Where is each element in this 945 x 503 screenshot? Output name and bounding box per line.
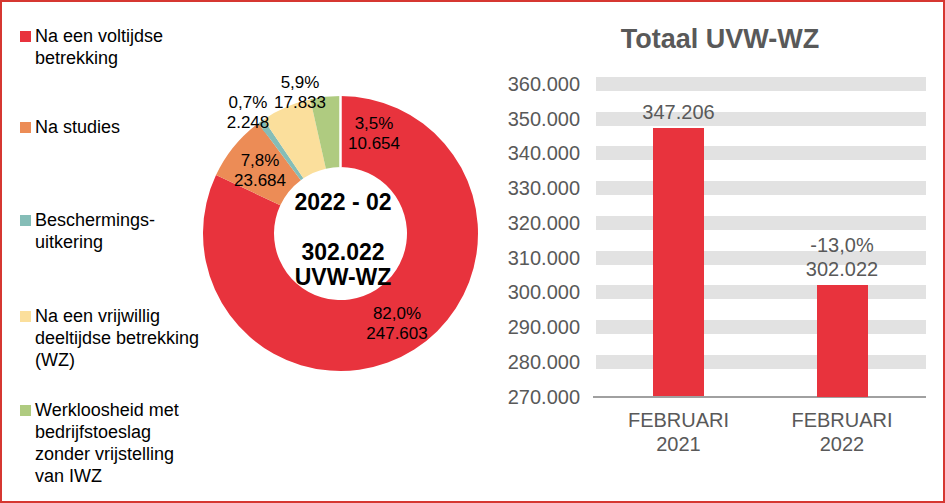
- slice-label-5: 3,5% 10.654: [348, 114, 400, 154]
- bar-value-label-1: 347.206: [642, 100, 714, 124]
- gridline-band: [596, 355, 926, 369]
- slice-label-4: 5,9% 17.833: [274, 73, 326, 113]
- gridline-band: [596, 77, 926, 91]
- slice-label-1: 82,0% 247.603: [366, 304, 427, 344]
- legend-color-chip: [20, 311, 31, 322]
- y-tick-label: 350.000: [470, 108, 580, 130]
- slice-label-2: 7,8% 23.684: [234, 151, 286, 191]
- x-category-label-2: FEBRUARI 2022: [791, 408, 892, 456]
- bar-value-label-2: -13,0% 302.022: [806, 233, 878, 281]
- y-tick-label: 270.000: [470, 386, 580, 408]
- slide-canvas: Na een voltijdse betrekking Na studies Bes…: [0, 0, 945, 503]
- gridline-band: [596, 181, 926, 195]
- legend-color-chip: [20, 215, 31, 226]
- legend-label: Beschermings- uitkering: [35, 209, 155, 253]
- y-tick-label: 320.000: [470, 212, 580, 234]
- legend-color-chip: [20, 405, 31, 416]
- x-axis-line: [593, 396, 926, 398]
- legend-label: Na een voltijdse betrekking: [35, 25, 163, 69]
- legend-item-5: Werkloosheid met bedrijfstoeslag zonder …: [20, 399, 250, 487]
- gridline-band: [596, 146, 926, 160]
- bar-1: [653, 128, 704, 396]
- donut-center-line-1: 2022 - 02: [294, 190, 391, 215]
- y-tick-label: 310.000: [470, 247, 580, 269]
- bar-2: [817, 285, 868, 396]
- y-tick-label: 280.000: [470, 351, 580, 373]
- y-tick-label: 300.000: [470, 281, 580, 303]
- legend-label: Na een vrijwillig deeltijdse betrekking …: [35, 305, 199, 371]
- legend-color-chip: [20, 122, 31, 133]
- y-tick-label: 340.000: [470, 142, 580, 164]
- y-tick-label: 290.000: [470, 316, 580, 338]
- donut-center-line-2: 302.022: [301, 240, 384, 265]
- legend-item-1: Na een voltijdse betrekking: [20, 25, 250, 69]
- gridline-band: [596, 285, 926, 299]
- donut-center-line-3: UVW-WZ: [295, 264, 392, 289]
- gridline-band: [596, 216, 926, 230]
- legend-label: Na studies: [35, 116, 120, 138]
- slice-label-3: 0,7% 2.248: [227, 93, 270, 133]
- y-tick-label: 360.000: [470, 73, 580, 95]
- y-tick-label: 330.000: [470, 177, 580, 199]
- x-category-label-1: FEBRUARI 2021: [628, 408, 729, 456]
- legend-label: Werkloosheid met bedrijfstoeslag zonder …: [35, 399, 179, 487]
- gridline-band: [596, 320, 926, 334]
- bar-chart-title: Totaal UVW-WZ: [596, 24, 844, 55]
- legend-color-chip: [20, 31, 31, 42]
